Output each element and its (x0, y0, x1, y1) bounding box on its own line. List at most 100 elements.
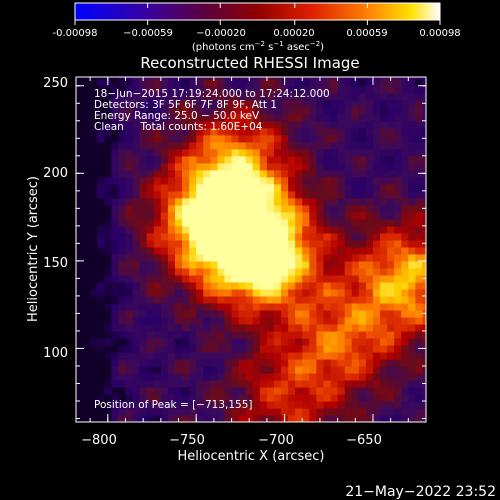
heatmap-cell (316, 295, 325, 304)
heatmap-cell (167, 309, 176, 318)
heatmap-cell (182, 77, 190, 80)
heatmap-cell (83, 344, 91, 353)
colorbar-tick-label: −0.00059 (123, 28, 173, 39)
heatmap-cell (90, 77, 98, 80)
heatmap-cell (380, 148, 388, 157)
heatmap-cell (295, 225, 303, 234)
heatmap-cell (111, 85, 120, 94)
heatmap-cell (167, 120, 176, 129)
heatmap-cell (273, 267, 282, 276)
heatmap-cell (387, 344, 395, 353)
heatmap-cell (132, 99, 141, 108)
heatmap-cell (97, 316, 105, 325)
heatmap-cell (153, 127, 162, 136)
heatmap-cell (125, 246, 134, 255)
heatmap-cell (351, 204, 360, 213)
heatmap-cell (167, 344, 176, 353)
heatmap-cell (372, 330, 381, 339)
heatmap-cell (182, 309, 190, 318)
heatmap-cell (245, 169, 254, 178)
heatmap-cell (401, 246, 409, 255)
heatmap-cell (203, 288, 211, 297)
heatmap-cell (401, 302, 409, 311)
heatmap-cell (415, 393, 424, 402)
heatmap-cell (118, 169, 127, 178)
heatmap-cell (401, 260, 409, 269)
heatmap-cell (281, 162, 289, 171)
heatmap-cell (153, 281, 162, 290)
heatmap-cell (266, 302, 275, 311)
heatmap-cell (252, 330, 261, 339)
heatmap-cell (415, 113, 424, 122)
heatmap-cell (118, 92, 127, 101)
heatmap-cell (203, 106, 211, 115)
heatmap-cell (167, 267, 176, 276)
heatmap-cell (415, 351, 424, 360)
heatmap-cell (351, 295, 360, 304)
heatmap-cell (387, 183, 395, 192)
heatmap-cell (365, 400, 374, 409)
heatmap-cell (125, 232, 134, 241)
heatmap-cell (295, 211, 303, 220)
heatmap-cell (288, 141, 296, 150)
heatmap-cell (196, 225, 204, 234)
heatmap-cell (146, 183, 155, 192)
heatmap-cell (358, 169, 367, 178)
heatmap-cell (146, 386, 155, 395)
heatmap-cell (153, 148, 162, 157)
heatmap-cell (203, 78, 211, 87)
heatmap-cell (380, 113, 388, 122)
heatmap-cell (97, 113, 105, 122)
heatmap-cell (380, 295, 388, 304)
heatmap-cell (83, 274, 91, 283)
heatmap-cell (118, 218, 127, 227)
heatmap-cell (259, 176, 268, 185)
heatmap-cell (394, 183, 402, 192)
heatmap-cell (266, 288, 275, 297)
heatmap-cell (146, 197, 155, 206)
heatmap-cell (358, 232, 367, 241)
heatmap-cell (83, 176, 91, 185)
heatmap-cell (125, 407, 134, 416)
heatmap-cell (203, 218, 211, 227)
heatmap-cell (351, 372, 360, 381)
heatmap-cell (288, 99, 296, 108)
heatmap-cell (295, 330, 303, 339)
heatmap-cell (295, 253, 303, 262)
heatmap-cell (167, 281, 176, 290)
heatmap-cell (118, 183, 127, 192)
heatmap-cell (224, 274, 233, 283)
heatmap-cell (132, 281, 141, 290)
heatmap-cell (259, 246, 268, 255)
heatmap-cell (210, 211, 219, 220)
heatmap-cell (365, 316, 374, 325)
heatmap-cell (372, 414, 381, 422)
heatmap-cell (125, 211, 134, 220)
heatmap-cell (160, 351, 169, 360)
heatmap-cell (358, 183, 367, 192)
heatmap-cell (160, 316, 169, 325)
heatmap-cell (337, 295, 346, 304)
heatmap-cell (153, 302, 162, 311)
heatmap-cell (337, 386, 346, 395)
heatmap-cell (153, 260, 162, 269)
heatmap-cell (266, 309, 275, 318)
x-tick-label: −650 (346, 433, 382, 448)
heatmap-cell (351, 106, 360, 115)
heatmap-cell (238, 295, 247, 304)
heatmap-cell (203, 393, 211, 402)
heatmap-cell (387, 92, 395, 101)
heatmap-cell (387, 253, 395, 262)
colorbar-tick-label: 0.00020 (273, 28, 314, 39)
heatmap-cell (160, 176, 169, 185)
x-tick-label: −800 (81, 433, 117, 448)
heatmap-cell (160, 379, 169, 388)
heatmap-cell (196, 393, 204, 402)
heatmap-cell (394, 274, 402, 283)
heatmap-cell (380, 176, 388, 185)
heatmap-cell (238, 337, 247, 346)
heatmap-cell (309, 386, 317, 395)
heatmap-cell (118, 134, 127, 143)
heatmap-cell (104, 204, 112, 213)
heatmap-cell (372, 141, 381, 150)
